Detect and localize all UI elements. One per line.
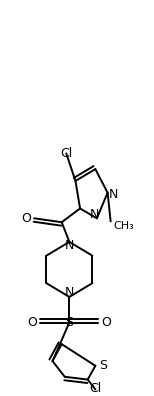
Text: N: N xyxy=(90,208,100,221)
Text: O: O xyxy=(101,316,111,329)
Text: O: O xyxy=(27,316,37,329)
Text: O: O xyxy=(21,212,31,225)
Text: S: S xyxy=(99,359,107,372)
Text: CH₃: CH₃ xyxy=(113,221,134,231)
Text: N: N xyxy=(65,239,74,252)
Text: S: S xyxy=(65,316,73,329)
Text: Cl: Cl xyxy=(60,147,72,160)
Text: N: N xyxy=(109,188,118,201)
Text: N: N xyxy=(65,286,74,299)
Text: Cl: Cl xyxy=(89,382,101,395)
